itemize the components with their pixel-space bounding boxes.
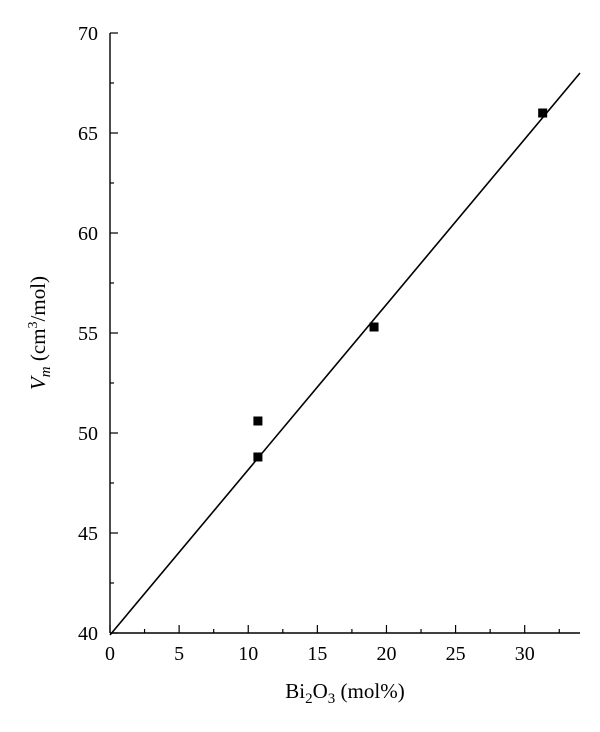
y-axis-title: Vm (cm3/mol) <box>26 276 54 390</box>
x-tick-label: 15 <box>307 643 327 665</box>
y-tick-label: 45 <box>78 523 98 545</box>
y-tick-label: 70 <box>78 23 98 45</box>
x-tick-label: 25 <box>446 643 466 665</box>
x-tick-label: 10 <box>238 643 258 665</box>
x-tick-label: 20 <box>376 643 396 665</box>
y-tick-label: 60 <box>78 223 98 245</box>
y-tick-label: 65 <box>78 123 98 145</box>
data-point <box>253 452 263 462</box>
x-tick-label: 0 <box>105 643 115 665</box>
y-tick-label: 55 <box>78 323 98 345</box>
y-tick-label: 50 <box>78 423 98 445</box>
tick-marks <box>109 32 560 634</box>
data-points <box>253 108 548 462</box>
fit-line <box>109 72 581 636</box>
x-tick-label: 30 <box>515 643 535 665</box>
x-axis-title: Bi2O3 (mol%) <box>285 679 404 707</box>
fit-line-group <box>109 72 581 636</box>
tick-labels: 0 5 10 15 20 25 30 40 45 50 55 60 65 70 <box>78 23 535 665</box>
data-point <box>253 416 263 426</box>
axes <box>109 33 580 634</box>
x-tick-label: 5 <box>174 643 184 665</box>
data-point <box>538 108 548 118</box>
data-point <box>369 322 379 332</box>
y-tick-label: 40 <box>78 623 98 645</box>
